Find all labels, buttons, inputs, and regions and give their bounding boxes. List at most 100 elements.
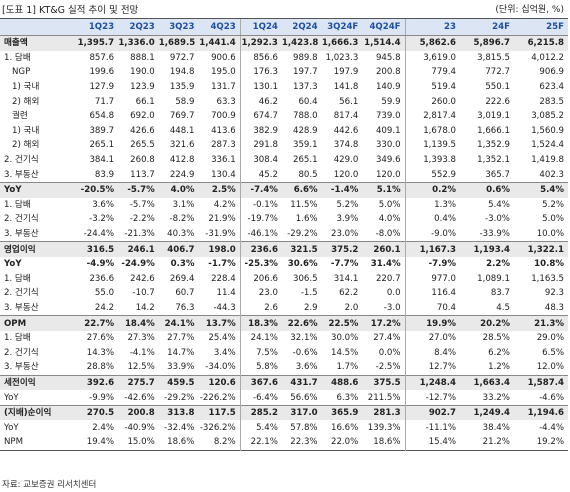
cell: 1,587.4 [513, 375, 568, 391]
row-label: NGP [12, 67, 31, 78]
cell: 260.8 [130, 155, 155, 166]
cell: 12.0% [536, 362, 564, 373]
cell: 92.3 [544, 288, 564, 299]
table-row: NGP 199.6 190.0 194.8 195.0 176.3 197.7 197.9 20… [0, 65, 568, 80]
cell: 0.3% [170, 259, 195, 270]
cell: 198.0 [198, 241, 241, 257]
cell: 412.8 [169, 155, 195, 166]
table-row: 3. 부동산 83.9 113.7 224.9 130.4 45.2 80.5 120.0 12… [0, 167, 568, 183]
row-label: 2) 해외 [12, 96, 40, 107]
cell: 989.8 [293, 52, 318, 63]
cell: 197.7 [293, 67, 318, 78]
row-label: (지배)순이익 [0, 405, 78, 421]
column-header: 24F [460, 18, 514, 36]
title: [도표 1] KT&G 실적 추이 및 전망 [2, 5, 139, 16]
cell: 550.1 [485, 82, 510, 93]
cell: 66.1 [135, 96, 155, 107]
cell: 336.1 [211, 155, 236, 166]
cell: -5.7% [118, 182, 159, 198]
row-label: 궐련 [12, 111, 28, 122]
cell: 116.4 [404, 286, 461, 301]
cell: 902.7 [404, 405, 461, 421]
cell: 130.4 [211, 169, 236, 180]
cell: 375.5 [362, 375, 406, 391]
row-label: YoY [4, 259, 22, 270]
cell: 62.2 [339, 288, 359, 299]
cell: 197.9 [333, 67, 359, 78]
cell: 4,012.2 [531, 52, 564, 63]
table-row: 2. 건기식 -3.2% -2.2% -8.2% 21.9% -19.7% 1.6% 3.9%… [0, 212, 568, 227]
cell: 22.1% [239, 435, 282, 451]
cell: 28.5% [482, 333, 510, 344]
cell: 769.7 [169, 111, 195, 122]
cell: 222.6 [485, 96, 510, 107]
cell: 71.7 [94, 96, 115, 107]
cell: 19.9% [404, 315, 461, 331]
cell: 32.1% [290, 333, 318, 344]
table-row: 3. 부동산 24.2 14.2 76.3 -44.3 2.6 2.9 2.0 -3.0 70.4… [0, 300, 568, 316]
cell: -2.2% [129, 214, 155, 225]
cell: 200.8 [118, 405, 159, 421]
cell: 11.4 [216, 288, 236, 299]
cell: 25.4% [208, 333, 236, 344]
cell: -24.9% [121, 259, 155, 270]
row-label: 3. 부동산 [4, 362, 39, 373]
cell: 120.0 [375, 169, 401, 180]
cell: 12.5% [127, 362, 155, 373]
cell: -3.0 [383, 302, 401, 313]
cell: 220.7 [375, 273, 401, 284]
cell: 27.6% [86, 333, 115, 344]
cell: 5.2% [336, 199, 359, 210]
row-label: 세전이익 [0, 375, 78, 391]
cell: 1,419.8 [531, 155, 564, 166]
cell: 13.7% [198, 315, 241, 331]
cell: 33.2% [482, 392, 510, 403]
table-row: OPM 22.7% 18.4% 24.1% 13.7% 18.3% 22.6% 22.5% 17… [0, 315, 568, 331]
table-row: (지배)순이익 270.5 200.8 313.8 117.5 285.2 317.0 365… [0, 405, 568, 421]
table-section: 영업이익 316.5 246.1 406.7 198.0 236.6 321.5 375.2 2… [0, 241, 568, 316]
cell: 14.7% [167, 347, 195, 358]
cell: 1,441.4 [198, 35, 241, 51]
cell: 2.9 [303, 302, 318, 313]
cell: 431.7 [281, 375, 322, 391]
table-row: 2. 건기식 14.3% -4.1% 14.7% 3.4% 7.5% -0.6% 14.5% 0… [0, 345, 568, 361]
cell: 4.0% [158, 182, 199, 198]
cell: 27.4% [373, 333, 401, 344]
cell: 5.0% [542, 214, 564, 225]
cell: -10.7 [132, 288, 155, 299]
column-header: 4Q23 [198, 18, 241, 36]
cell: 20.2% [460, 315, 514, 331]
cell: 176.3 [239, 65, 282, 80]
cell: 40.3% [167, 229, 195, 240]
cell: 317.0 [281, 405, 322, 421]
cell: 402.3 [539, 169, 564, 180]
cell: 190.0 [130, 67, 155, 78]
cell: 389.7 [89, 125, 115, 136]
table-row: 1. 담배 857.6 888.1 972.7 900.6 856.6 989.8 1,023… [0, 50, 568, 66]
cell: 206.6 [239, 271, 282, 287]
cell: 38.4% [482, 422, 510, 433]
cell: 1,163.5 [531, 273, 564, 284]
cell: -3.2% [89, 214, 115, 225]
cell: 442.6 [333, 125, 359, 136]
cell: 384.1 [89, 155, 115, 166]
cell: 1.7% [336, 362, 359, 373]
cell: 5.0% [378, 199, 401, 210]
cell: 242.6 [130, 273, 155, 284]
cell: 211.5% [367, 392, 401, 403]
cell: 1.2% [488, 362, 510, 373]
cell: 2,817.4 [404, 108, 461, 124]
cell: 3,619.0 [404, 50, 461, 66]
row-label: 2. 건기식 [4, 288, 39, 299]
cell: -326.2% [199, 422, 236, 433]
table-row: YoY -4.9% -24.9% 0.3% -1.7% -25.3% 30.6% -7.7% 3… [0, 256, 568, 272]
cell: 1.3% [404, 197, 461, 213]
row-label: 1. 담배 [4, 199, 31, 210]
cell: 22.3% [290, 437, 318, 448]
cell: 7.5% [239, 345, 282, 361]
row-label: 1) 국내 [12, 125, 40, 136]
table-row: 1. 담배 27.6% 27.3% 27.7% 25.4% 24.1% 32.1% 30.0%… [0, 330, 568, 346]
cell: 14.2 [135, 302, 155, 313]
cell: 14.3% [86, 347, 115, 358]
column-header: 1Q24 [239, 18, 282, 36]
